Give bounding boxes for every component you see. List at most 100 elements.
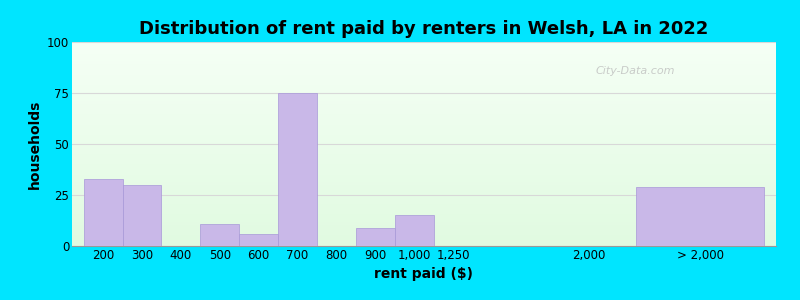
Bar	[72, 48, 776, 49]
Bar	[72, 83, 776, 84]
Bar	[72, 145, 776, 146]
Bar	[72, 194, 776, 195]
Bar	[72, 78, 776, 79]
Bar	[72, 94, 776, 95]
Bar	[72, 138, 776, 139]
Bar	[72, 113, 776, 114]
Bar	[72, 157, 776, 158]
Bar	[72, 98, 776, 99]
Bar	[72, 63, 776, 64]
Bar	[72, 59, 776, 60]
Bar	[72, 133, 776, 134]
Bar	[72, 149, 776, 150]
Bar	[72, 148, 776, 149]
Bar	[72, 197, 776, 198]
Bar	[72, 107, 776, 108]
Bar	[72, 191, 776, 192]
Bar	[72, 156, 776, 157]
Bar	[72, 212, 776, 213]
Bar	[72, 207, 776, 208]
Bar	[72, 106, 776, 107]
Bar	[72, 216, 776, 217]
Bar	[72, 89, 776, 90]
Bar	[72, 45, 776, 46]
Bar	[72, 87, 776, 88]
Bar	[72, 198, 776, 199]
Bar	[72, 162, 776, 164]
Bar	[72, 237, 776, 238]
Bar	[72, 65, 776, 67]
Bar	[72, 153, 776, 154]
Bar	[72, 64, 776, 65]
Bar	[72, 245, 776, 246]
Bar	[72, 76, 776, 77]
Bar	[72, 238, 776, 239]
Y-axis label: households: households	[27, 99, 42, 189]
Bar	[72, 131, 776, 132]
Bar	[72, 47, 776, 48]
Bar	[72, 122, 776, 123]
Bar	[72, 96, 776, 97]
Bar	[72, 88, 776, 89]
Bar	[72, 79, 776, 80]
Bar	[72, 70, 776, 72]
Bar	[84, 179, 122, 246]
Bar	[72, 54, 776, 55]
Bar	[356, 228, 395, 246]
Bar	[72, 220, 776, 221]
Bar	[72, 53, 776, 54]
Bar	[72, 229, 776, 230]
Bar	[72, 101, 776, 102]
Bar	[72, 176, 776, 177]
Bar	[72, 214, 776, 215]
Bar	[72, 140, 776, 141]
Bar	[72, 204, 776, 205]
Bar	[72, 62, 776, 63]
Bar	[72, 127, 776, 128]
Bar	[72, 228, 776, 229]
Bar	[72, 183, 776, 184]
Bar	[72, 116, 776, 118]
Bar	[72, 112, 776, 113]
Bar	[72, 77, 776, 78]
Bar	[72, 223, 776, 224]
Bar	[72, 152, 776, 153]
Bar	[72, 190, 776, 191]
Bar	[72, 235, 776, 236]
Bar	[72, 233, 776, 234]
Bar	[72, 146, 776, 147]
Bar	[72, 241, 776, 242]
Bar	[72, 58, 776, 59]
Bar	[72, 82, 776, 83]
Bar	[72, 99, 776, 100]
Bar	[72, 121, 776, 122]
Bar	[72, 81, 776, 82]
Bar	[239, 234, 278, 246]
Bar	[72, 61, 776, 62]
Bar	[72, 193, 776, 194]
Bar	[72, 73, 776, 74]
Bar	[72, 84, 776, 85]
Bar	[72, 184, 776, 185]
Bar	[72, 151, 776, 152]
Bar	[72, 72, 776, 73]
Bar	[72, 178, 776, 179]
Bar	[72, 60, 776, 62]
Bar	[72, 91, 776, 92]
Bar	[72, 90, 776, 91]
Bar	[72, 154, 776, 155]
Bar	[72, 118, 776, 119]
Bar	[72, 46, 776, 47]
Bar	[72, 170, 776, 172]
Bar	[72, 97, 776, 98]
Bar	[72, 165, 776, 166]
Bar	[72, 224, 776, 225]
Bar	[72, 108, 776, 109]
Bar	[72, 86, 776, 87]
Bar	[72, 209, 776, 210]
Bar	[72, 123, 776, 124]
Bar	[72, 102, 776, 103]
Bar	[72, 55, 776, 56]
Bar	[72, 189, 776, 190]
Bar	[72, 206, 776, 207]
